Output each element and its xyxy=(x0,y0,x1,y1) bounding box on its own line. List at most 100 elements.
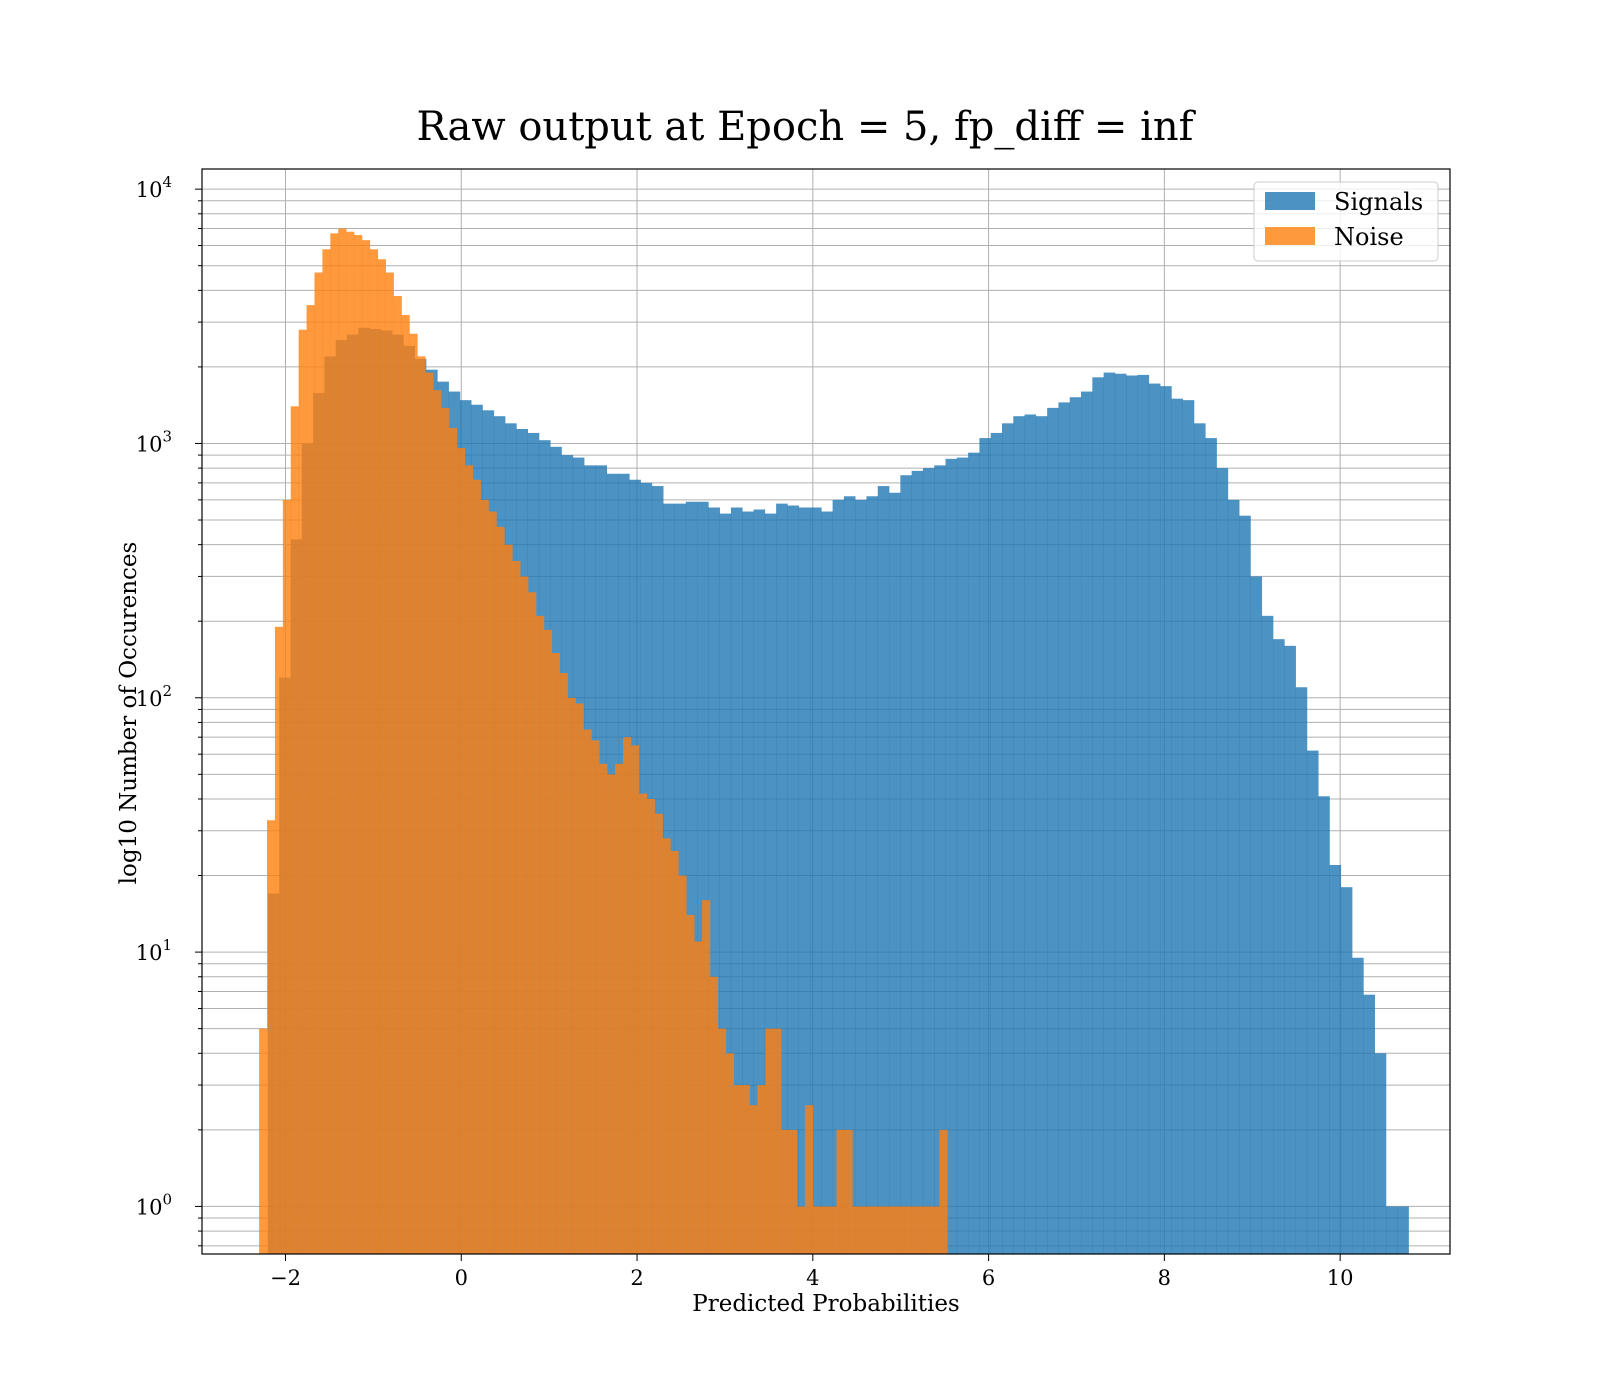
x-tick-label: 6 xyxy=(982,1266,995,1290)
noise-bar xyxy=(702,900,711,1254)
signals-bar xyxy=(1148,383,1161,1254)
signals-bar xyxy=(1182,400,1195,1255)
x-tick-label: −2 xyxy=(270,1266,301,1290)
signals-bar xyxy=(708,507,720,1255)
noise-bar xyxy=(915,1206,924,1254)
noise-bar xyxy=(361,240,371,1255)
noise-bar xyxy=(646,798,655,1254)
signals-bar xyxy=(1329,865,1342,1254)
noise-bar xyxy=(599,763,608,1254)
signals-bar xyxy=(855,499,867,1254)
signals-bar xyxy=(956,457,969,1254)
signals-bar xyxy=(1081,391,1093,1254)
noise-bar xyxy=(512,561,521,1254)
signals-bar xyxy=(1058,402,1071,1255)
noise-bar xyxy=(630,745,640,1254)
signals-bar xyxy=(1137,374,1150,1254)
noise-bar xyxy=(907,1206,916,1254)
signals-bar xyxy=(922,468,935,1255)
signals-bar xyxy=(685,501,698,1255)
x-axis: −2 0 2 4 6 8 10 xyxy=(270,1254,1354,1290)
x-axis-label: Predicted Probabilities xyxy=(692,1291,960,1317)
signals-bar xyxy=(1171,398,1183,1254)
noise-bar xyxy=(417,356,426,1254)
noise-bar xyxy=(789,1129,798,1254)
noise-bar xyxy=(622,737,632,1254)
noise-bar xyxy=(520,576,529,1254)
noise-bar xyxy=(757,1085,766,1254)
signals-bar xyxy=(821,511,833,1254)
noise-bar xyxy=(393,296,402,1254)
noise-bar xyxy=(939,1129,948,1254)
noise-bar xyxy=(298,329,307,1254)
signals-bar xyxy=(1013,416,1025,1254)
signals-bar xyxy=(1374,1053,1387,1254)
noise-bar xyxy=(543,629,553,1254)
signals-bar xyxy=(1284,645,1296,1254)
noise-bar xyxy=(567,697,576,1254)
signals-bar xyxy=(900,475,912,1255)
noise-bar xyxy=(773,1028,782,1254)
noise-bar xyxy=(346,231,355,1254)
noise-bar xyxy=(852,1206,861,1254)
noise-bar xyxy=(662,838,671,1254)
signals-bar xyxy=(1397,1206,1409,1254)
noise-bar xyxy=(409,333,418,1254)
noise-bar xyxy=(354,235,363,1254)
x-tick-label: 10 xyxy=(1327,1266,1354,1290)
noise-bar xyxy=(694,941,703,1254)
noise-bar xyxy=(733,1085,742,1254)
signals-bar xyxy=(1295,687,1308,1254)
noise-bar xyxy=(876,1206,885,1254)
noise-bar xyxy=(741,1085,750,1254)
y-tick-label: 102 xyxy=(136,682,172,711)
signals-bar xyxy=(1352,957,1364,1254)
noise-bar xyxy=(425,372,434,1254)
noise-bar xyxy=(282,499,292,1254)
noise-bar xyxy=(433,390,442,1254)
noise-bar xyxy=(575,703,584,1254)
signals-bar xyxy=(1193,423,1206,1254)
noise-bar xyxy=(322,249,331,1255)
noise-bar xyxy=(607,774,616,1254)
signals-bar xyxy=(1261,615,1274,1254)
noise-bar xyxy=(820,1206,829,1254)
noise-bar xyxy=(448,428,458,1254)
signals-bar xyxy=(1069,397,1082,1254)
noise-bar xyxy=(812,1206,822,1254)
x-tick-label: 8 xyxy=(1158,1266,1171,1290)
noise-bar xyxy=(559,673,568,1254)
noise-bar xyxy=(267,820,276,1254)
signals-bar xyxy=(866,496,879,1254)
signals-bar xyxy=(730,507,743,1255)
noise-bar xyxy=(369,249,379,1255)
noise-bar xyxy=(385,272,394,1254)
signals-bar xyxy=(776,503,788,1254)
noise-bar xyxy=(828,1206,837,1254)
noise-bar xyxy=(765,1028,774,1254)
signals-bar xyxy=(979,438,992,1254)
noise-bar xyxy=(638,793,648,1254)
signals-bar xyxy=(1103,372,1116,1254)
signals-bar xyxy=(1114,373,1127,1254)
noise-bar xyxy=(551,652,561,1254)
signals-bar xyxy=(1239,515,1251,1254)
noise-bar xyxy=(804,1105,814,1254)
signals-bar xyxy=(1273,639,1285,1254)
noise-bar xyxy=(377,259,386,1254)
noise-bar xyxy=(796,1206,806,1254)
plot-frame xyxy=(201,168,1451,1255)
signals-bar xyxy=(934,465,946,1255)
chart-title: Raw output at Epoch = 5, fp_diff = inf xyxy=(417,104,1197,150)
noise-bar xyxy=(314,272,323,1254)
signals-bar xyxy=(742,511,754,1254)
signals-bar xyxy=(697,501,709,1255)
signals-bar xyxy=(832,499,845,1254)
noise-series xyxy=(259,228,948,1255)
signals-bar xyxy=(1001,423,1014,1254)
noise-bar xyxy=(615,763,624,1254)
legend-swatch-noise xyxy=(1265,227,1315,245)
noise-bar xyxy=(781,1129,790,1254)
noise-bar xyxy=(274,626,284,1254)
legend-label-noise: Noise xyxy=(1334,223,1404,251)
